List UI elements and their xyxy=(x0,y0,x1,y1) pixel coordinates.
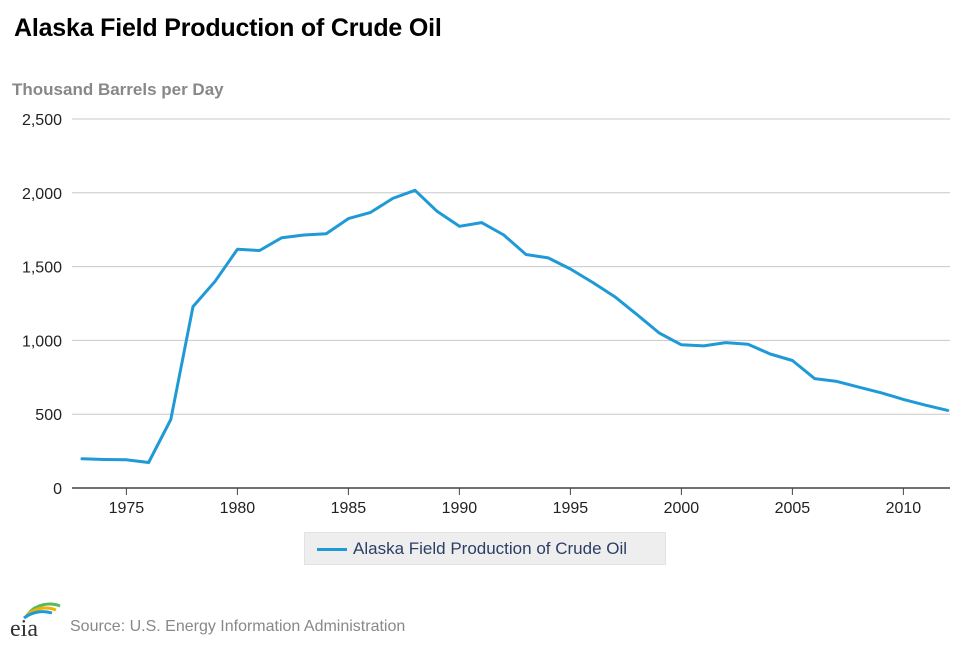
y-tick-label: 2,000 xyxy=(22,186,62,203)
y-tick-label: 1,500 xyxy=(22,260,62,277)
series-line[interactable] xyxy=(80,188,950,464)
line-chart: 0 500 1,000 1,500 2,000 2,500 1975 1980 1985 199… xyxy=(22,112,950,517)
y-axis-label: Thousand Barrels per Day xyxy=(12,80,224,99)
footer: eia xyxy=(8,600,64,642)
x-tick-label: 2005 xyxy=(775,500,811,517)
x-axis: 1975 1980 1985 1990 1995 2000 2005 2010 xyxy=(72,487,950,517)
x-tick-label: 1980 xyxy=(220,500,256,517)
y-axis-ticks: 0 500 1,000 1,500 2,000 2,500 xyxy=(22,112,62,498)
y-tick-label: 1,000 xyxy=(22,333,62,350)
x-tick-label: 1990 xyxy=(442,500,478,517)
x-tick-label: 2010 xyxy=(886,500,922,517)
eia-logo-icon: eia xyxy=(10,602,61,642)
x-tick-label: 1995 xyxy=(553,500,589,517)
x-tick-label: 1985 xyxy=(331,500,367,517)
y-tick-label: 500 xyxy=(35,407,62,424)
series-lines xyxy=(80,188,950,464)
legend-label: Alaska Field Production of Crude Oil xyxy=(353,539,628,558)
source-note: Source: U.S. Energy Information Administ… xyxy=(70,618,406,635)
x-tick-label: 2000 xyxy=(664,500,700,517)
chart-title: Alaska Field Production of Crude Oil xyxy=(14,14,442,42)
y-tick-label: 0 xyxy=(53,481,62,498)
legend-swatch xyxy=(317,548,347,551)
y-tick-label: 2,500 xyxy=(22,112,62,129)
svg-text:eia: eia xyxy=(10,616,38,640)
gridlines xyxy=(72,118,950,415)
legend[interactable]: Alaska Field Production of Crude Oil xyxy=(304,532,666,565)
x-tick-label: 1975 xyxy=(109,500,145,517)
